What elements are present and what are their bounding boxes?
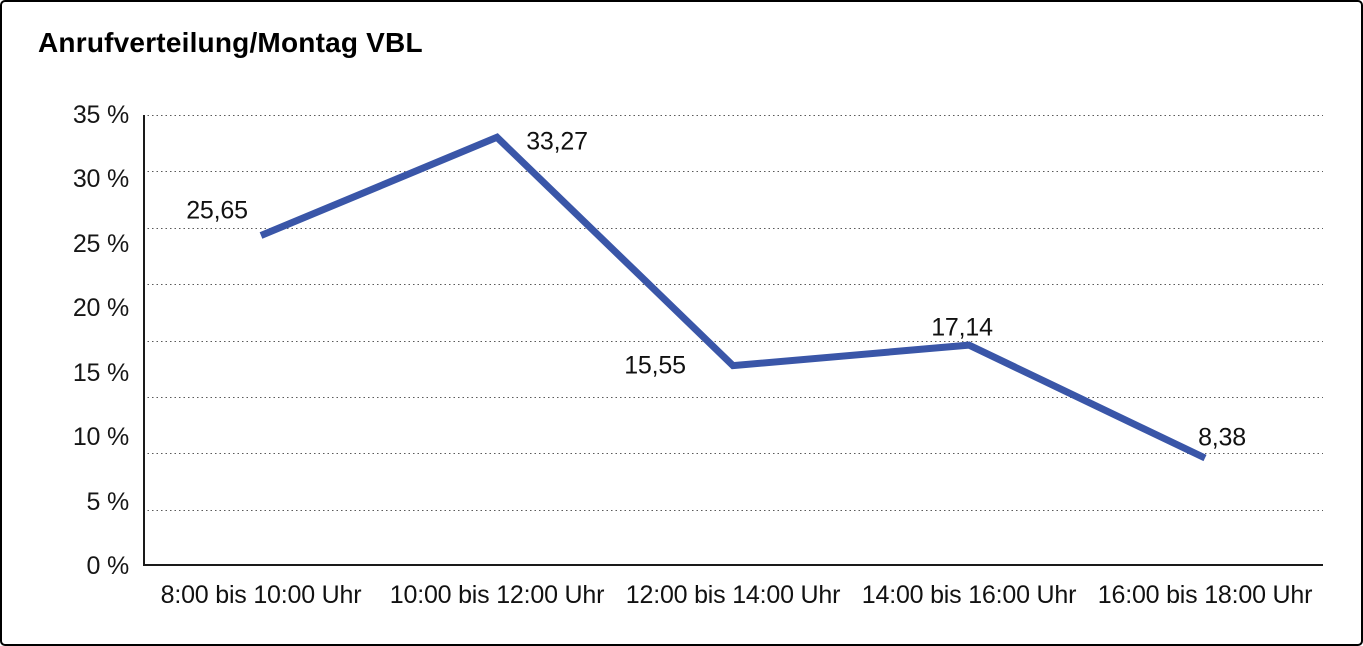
y-axis-tick-label: 25 % — [72, 229, 129, 258]
y-axis: 35 % 30 % 25 % 20 % 15 % 10 % 5 % 0 % — [0, 101, 130, 580]
y-axis-tick-label: 0 % — [86, 552, 130, 580]
y-axis-tick-label: 10 % — [72, 423, 129, 452]
y-axis-tick-label: 15 % — [72, 358, 129, 387]
y-axis-tick-label: 5 % — [86, 487, 130, 516]
y-axis-tick-label: 30 % — [72, 165, 129, 194]
y-axis-tick-label: 35 % — [72, 101, 129, 129]
x-axis: 8:00 bis 10:00 Uhr 10:00 bis 12:00 Uhr 12:… — [143, 581, 1323, 610]
y-axis-tick-label: 20 % — [72, 294, 129, 323]
x-axis-tick-label: 10:00 bis 12:00 Uhr — [389, 581, 605, 609]
x-axis-tick-label: 16:00 bis 18:00 Uhr — [1097, 581, 1313, 609]
x-axis-tick-label: 8:00 bis 10:00 Uhr — [160, 581, 362, 609]
series-line — [259, 133, 1207, 462]
chart-title: Anrufverteilung/Montag VBL — [38, 27, 423, 58]
plot-area — [143, 115, 1323, 566]
x-axis-tick-label: 14:00 bis 16:00 Uhr — [861, 581, 1077, 609]
x-axis-tick-label: 12:00 bis 14:00 Uhr — [625, 581, 841, 609]
